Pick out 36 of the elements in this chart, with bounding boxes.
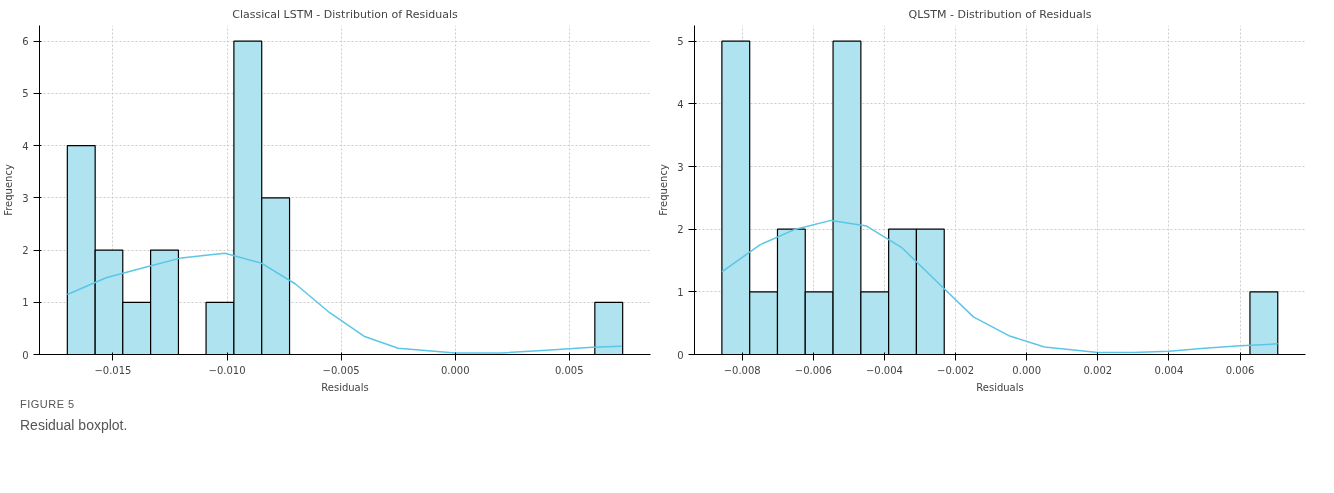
x-tick-label: 0.000 [440,364,470,376]
y-tick-label: 1 [677,286,684,298]
x-tick-label: 0.006 [1225,364,1255,376]
caption: FIGURE 5 [20,397,75,412]
y-tick-label: 4 [677,98,684,110]
x-tick-label: −0.010 [208,364,246,376]
x-tick-label: −0.015 [94,364,132,376]
y-tick-label: 5 [677,36,684,48]
x-tick-label: 0.005 [554,364,584,376]
y-tick-label: 5 [22,88,29,100]
chart-title: QLSTM - Distribution of Residuals [908,7,1092,21]
y-tick-label: 3 [677,161,684,173]
y-tick-label: 3 [22,192,29,204]
x-tick-label: −0.002 [937,364,975,376]
x-tick-label: 0.002 [1083,364,1113,376]
x-tick-label: 0.004 [1154,364,1184,376]
x-tick-label: −0.006 [794,364,832,376]
y-tick-label: 0 [677,349,684,361]
text: Residual boxplot. [20,415,128,435]
y-axis-title: Frequency [3,164,15,216]
x-tick-label: −0.008 [723,364,761,376]
x-tick-label: −0.004 [865,364,903,376]
y-tick-label: 0 [22,349,29,361]
y-tick-label: 1 [22,297,29,309]
x-axis-title: Residuals [321,381,369,393]
y-tick-label: 6 [22,36,29,48]
x-tick-label: −0.005 [322,364,360,376]
y-tick-label: 2 [22,245,29,257]
chart-title: Classical LSTM - Distribution of Residuals [232,7,459,21]
x-tick-label: 0.000 [1012,364,1041,376]
y-tick-label: 4 [22,140,29,152]
line-series [721,219,1279,354]
y-axis-title: Frequency [658,164,670,216]
y-tick-label: 2 [677,224,684,236]
line-series [66,252,623,354]
x-axis-title: Residuals [976,381,1024,393]
